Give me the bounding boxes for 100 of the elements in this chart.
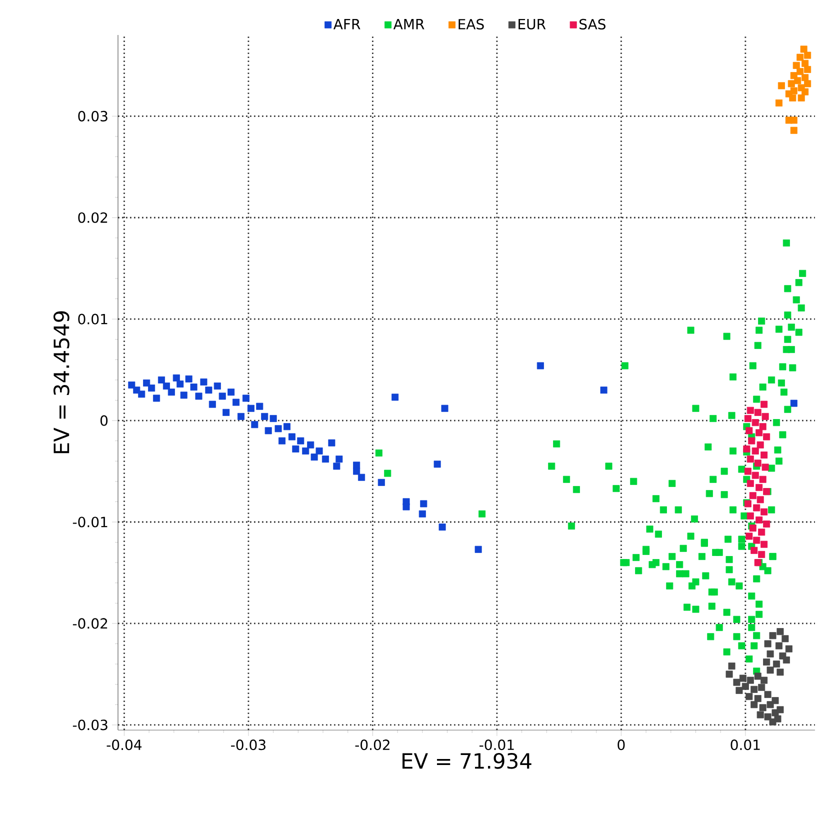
point	[764, 640, 772, 648]
x-tick-label: 0	[618, 740, 625, 750]
point	[802, 60, 809, 67]
point	[789, 94, 796, 102]
point	[750, 686, 758, 693]
point	[756, 441, 764, 448]
point	[763, 520, 770, 528]
point	[739, 674, 746, 682]
point	[802, 74, 809, 82]
point	[746, 456, 754, 463]
x-tick-label: -0.02	[355, 740, 390, 750]
point	[746, 406, 754, 414]
point	[766, 650, 774, 658]
point	[776, 706, 784, 714]
point	[788, 80, 795, 88]
point	[746, 427, 753, 434]
y-tick-label: -0.03	[72, 720, 108, 730]
point	[762, 412, 769, 420]
y-axis-title: EV = 34.4549	[53, 311, 70, 454]
point	[790, 116, 798, 124]
point	[775, 99, 782, 106]
point	[792, 62, 800, 69]
y-tick-label: -0.02	[72, 618, 108, 629]
point	[749, 492, 756, 500]
point	[763, 433, 770, 440]
point	[764, 713, 772, 720]
point	[760, 540, 768, 548]
point	[758, 550, 766, 558]
point	[752, 447, 759, 454]
x-axis-title: EV = 71.934	[402, 752, 532, 769]
point	[775, 642, 782, 650]
point	[754, 695, 762, 702]
y-tick-label: 0.01	[78, 314, 108, 324]
point	[756, 516, 763, 524]
point	[752, 472, 759, 479]
point	[743, 445, 750, 452]
point	[772, 697, 779, 704]
point	[756, 429, 763, 436]
y-tick-label: 0.02	[78, 212, 108, 223]
point	[782, 656, 790, 664]
point	[754, 672, 762, 680]
x-tick-label: -0.04	[106, 740, 142, 750]
point	[754, 408, 762, 416]
point	[758, 684, 766, 691]
x-tick-label: 0.01	[730, 740, 760, 750]
point	[750, 546, 758, 554]
point	[790, 126, 798, 134]
point	[753, 536, 760, 544]
point	[762, 464, 769, 471]
point	[804, 80, 812, 88]
point	[759, 476, 766, 483]
point	[776, 668, 784, 676]
point	[746, 693, 753, 700]
point	[753, 504, 760, 512]
point	[778, 82, 785, 90]
point	[756, 484, 763, 492]
point	[796, 68, 804, 76]
point	[746, 512, 754, 520]
point	[804, 52, 812, 59]
point	[742, 682, 749, 690]
point	[760, 676, 768, 684]
point	[750, 701, 758, 708]
point	[746, 532, 753, 540]
point	[794, 77, 802, 84]
point	[772, 660, 780, 668]
point	[726, 670, 733, 678]
point	[785, 645, 792, 652]
point	[733, 678, 740, 686]
point	[776, 628, 784, 636]
point	[756, 496, 764, 504]
point	[736, 686, 743, 694]
x-tick-label: -0.03	[231, 740, 266, 750]
point	[760, 508, 768, 516]
point	[759, 704, 766, 712]
point	[764, 690, 772, 698]
point	[802, 88, 809, 96]
point	[796, 54, 804, 61]
point	[800, 46, 808, 53]
point	[728, 662, 736, 670]
point	[746, 480, 754, 487]
point	[748, 437, 756, 444]
point	[760, 452, 768, 459]
legend-label: AMR	[393, 18, 424, 30]
point	[758, 528, 766, 536]
point	[744, 468, 752, 475]
legend-label: EUR	[518, 18, 546, 30]
point	[798, 94, 805, 102]
point	[769, 632, 776, 640]
point	[774, 715, 782, 722]
point	[766, 666, 774, 674]
y-tick-label: 0	[100, 415, 108, 426]
point	[782, 635, 789, 642]
legend-label: SAS	[580, 18, 606, 30]
point	[759, 423, 766, 430]
point	[760, 400, 768, 408]
point	[804, 66, 812, 73]
y-tick-label: 0.03	[78, 110, 108, 122]
y-tick-label: -0.01	[72, 516, 108, 528]
point	[744, 415, 752, 422]
x-tick-label: -0.01	[480, 740, 514, 750]
